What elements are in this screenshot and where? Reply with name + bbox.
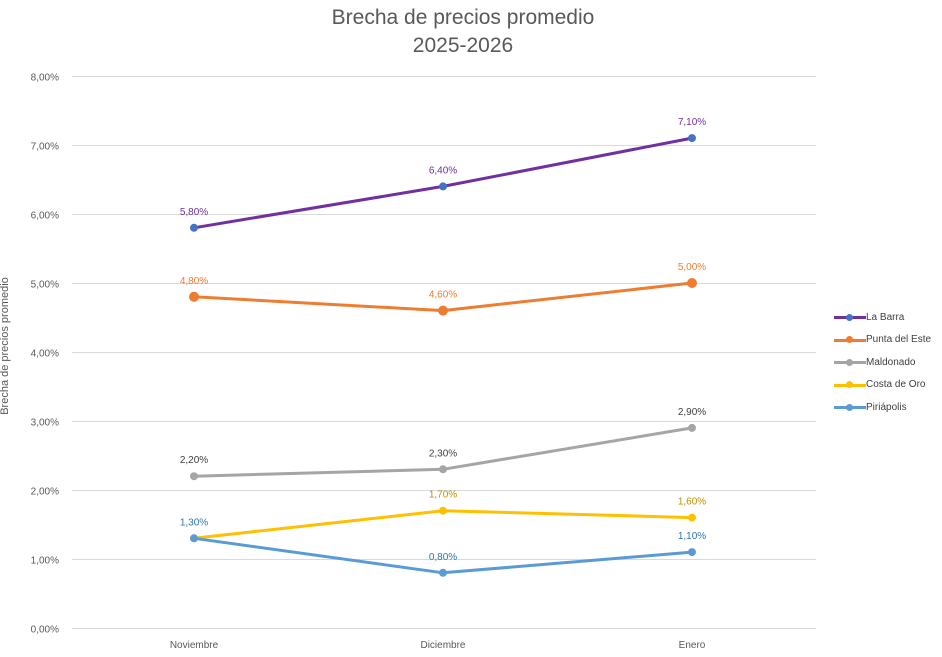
x-tick-label: Diciembre <box>420 640 465 651</box>
y-tick-label: 8,00% <box>31 73 59 84</box>
data-point <box>687 278 697 288</box>
legend-line-marker-icon <box>834 335 866 345</box>
y-tick-label: 5,00% <box>31 280 59 291</box>
x-tick-labels: Noviembre Diciembre Enero <box>170 640 706 651</box>
data-point <box>439 506 447 515</box>
data-label: 1,10% <box>678 531 706 542</box>
data-label: 1,70% <box>429 490 457 501</box>
data-point <box>688 513 696 522</box>
data-label: 4,60% <box>429 290 457 301</box>
series-costa-de-oro <box>190 506 696 543</box>
data-label: 1,30% <box>180 517 208 528</box>
series-la-barra <box>190 134 696 232</box>
legend: La Barra Punta del Este Maldonado Costa de … <box>834 306 931 419</box>
data-label: 2,20% <box>180 455 208 466</box>
legend-line-marker-icon <box>834 312 866 322</box>
y-tick-labels: 0,00% 1,00% 2,00% 3,00% 4,00% 5,00% 6,00% 7,00%… <box>31 73 59 636</box>
legend-label: La Barra <box>866 311 905 323</box>
data-label: 6,40% <box>429 165 457 176</box>
data-label: 2,30% <box>429 448 457 459</box>
data-label: 1,60% <box>678 497 706 508</box>
y-tick-label: 7,00% <box>31 142 59 153</box>
y-tick-label: 3,00% <box>31 418 59 429</box>
data-point <box>190 534 198 543</box>
series-maldonado <box>190 423 696 481</box>
legend-label: Punta del Este <box>866 334 932 346</box>
data-label: 5,00% <box>678 262 706 273</box>
legend-item: Maldonado <box>834 351 931 374</box>
data-label: 7,10% <box>678 117 706 128</box>
legend-label: Piriápolis <box>866 401 907 413</box>
data-point <box>190 223 198 232</box>
data-point <box>688 423 696 432</box>
y-tick-label: 0,00% <box>31 625 59 636</box>
data-point <box>189 291 199 302</box>
data-point <box>438 305 448 316</box>
data-point <box>439 465 447 474</box>
legend-item: La Barra <box>834 306 931 329</box>
x-tick-label: Enero <box>679 640 706 651</box>
legend-item: Punta del Este <box>834 329 931 352</box>
chart-subtitle: 2025-2026 <box>412 34 514 57</box>
y-tick-label: 6,00% <box>31 211 59 222</box>
gridlines <box>72 76 816 629</box>
legend-label: Maldonado <box>866 356 916 368</box>
data-point <box>190 472 198 481</box>
data-point <box>439 182 447 191</box>
series-line <box>192 509 694 540</box>
series-lines <box>189 134 697 577</box>
data-labels: 5,80% 6,40% 7,10% 4,80% 4,60% 5,00% 2,20% 2,30%… <box>180 117 706 563</box>
data-label: 2,90% <box>678 407 706 418</box>
data-label: 4,80% <box>180 276 208 287</box>
data-point <box>688 134 696 143</box>
legend-item: Costa de Oro <box>834 374 931 397</box>
y-tick-label: 2,00% <box>31 487 59 498</box>
legend-label: Costa de Oro <box>866 379 926 391</box>
legend-line-marker-icon <box>834 402 866 412</box>
y-tick-label: 4,00% <box>31 349 59 360</box>
legend-line-marker-icon <box>834 357 866 367</box>
data-label: 5,80% <box>180 207 208 218</box>
x-tick-label: Noviembre <box>170 640 219 651</box>
data-label: 0,80% <box>429 552 457 563</box>
series-punta-del-este <box>189 278 697 316</box>
chart-title: Brecha de precios promedio <box>331 6 595 29</box>
data-point <box>688 548 696 557</box>
series-piri-polis <box>190 534 696 577</box>
legend-line-marker-icon <box>834 380 866 390</box>
legend-item: Piriápolis <box>834 396 931 419</box>
y-tick-label: 1,00% <box>31 556 59 567</box>
data-point <box>439 568 447 577</box>
